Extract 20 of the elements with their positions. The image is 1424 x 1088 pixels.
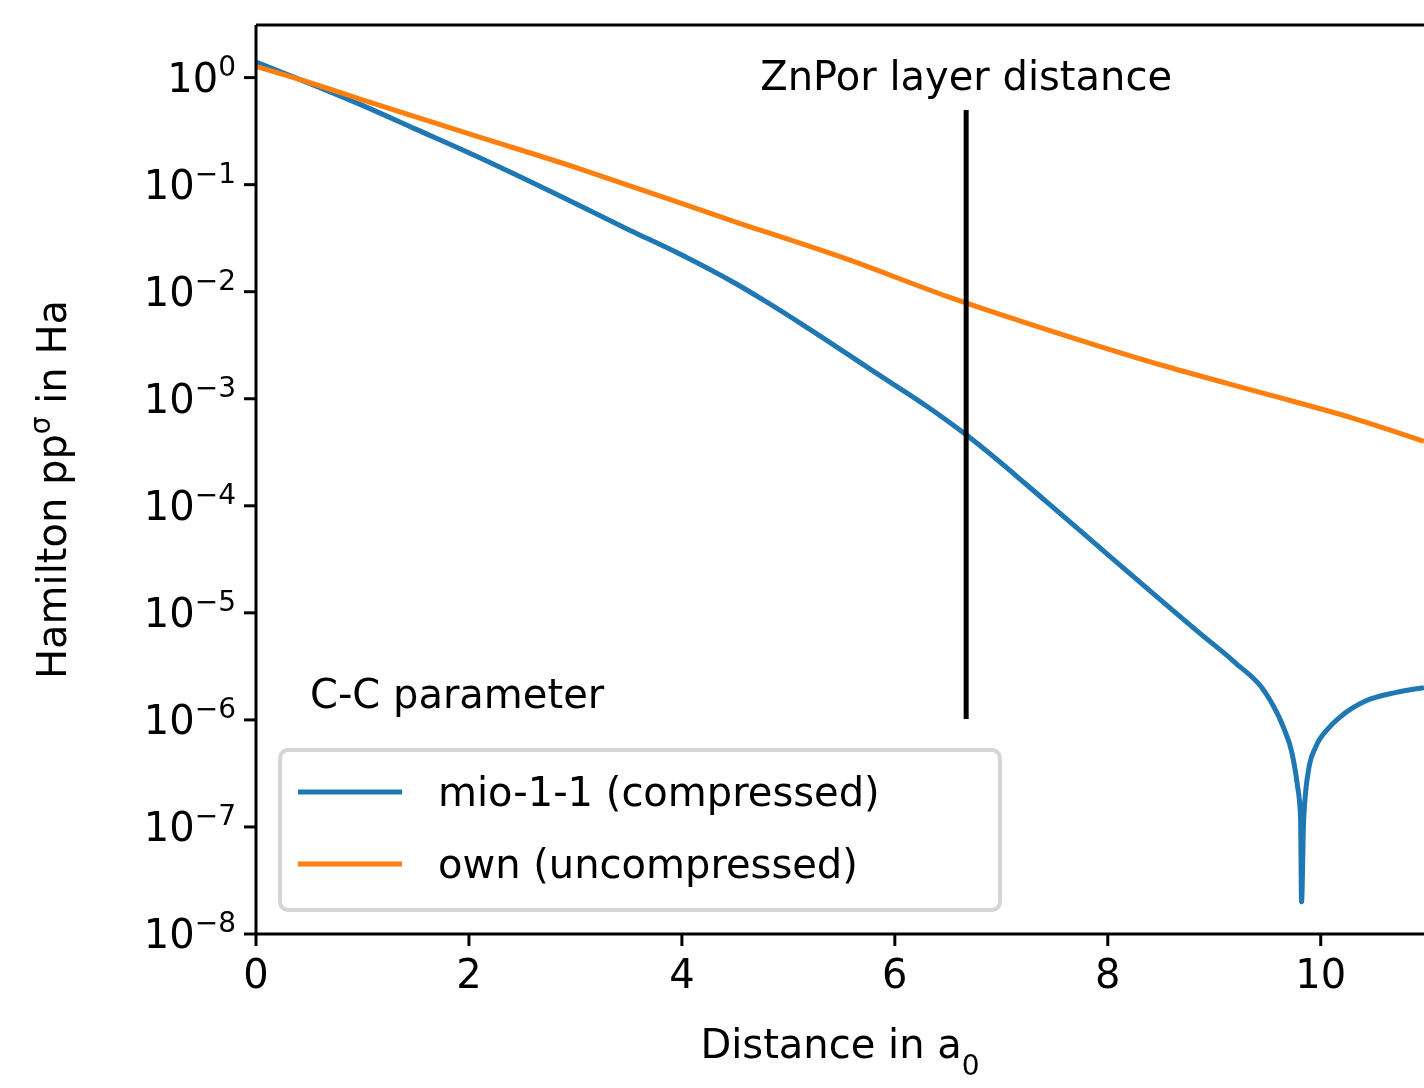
legend-label: own (uncompressed) (438, 841, 858, 887)
legend-title: C-C parameter (310, 671, 605, 717)
x-axis-title: Distance in a$_{0}$ (700, 1021, 980, 1082)
ref-line-label: ZnPor layer distance (760, 53, 1172, 99)
legend-label: mio-1-1 (compressed) (438, 769, 880, 815)
x-tick-label: 0 (243, 951, 269, 997)
y-tick-label: 10$^{−4}$ (143, 477, 236, 529)
y-tick-label: 10$^{−8}$ (143, 905, 236, 957)
x-tick-label: 6 (882, 951, 908, 997)
x-tick-label: 4 (669, 951, 695, 997)
y-tick-label: 10$^{−6}$ (143, 691, 236, 743)
y-tick-label: 10$^{−3}$ (143, 370, 236, 422)
x-tick-label: 10 (1295, 951, 1347, 997)
y-tick-label: 10$^{−7}$ (143, 798, 236, 850)
y-tick-label: 10$^{−1}$ (143, 156, 236, 208)
y-tick-label: 10$^{−2}$ (143, 263, 236, 315)
y-tick-label: 10$^{−5}$ (143, 584, 236, 636)
y-tick-label: 10$^{0}$ (167, 49, 236, 101)
x-tick-label: 8 (1095, 951, 1121, 997)
x-tick-label: 2 (456, 951, 482, 997)
